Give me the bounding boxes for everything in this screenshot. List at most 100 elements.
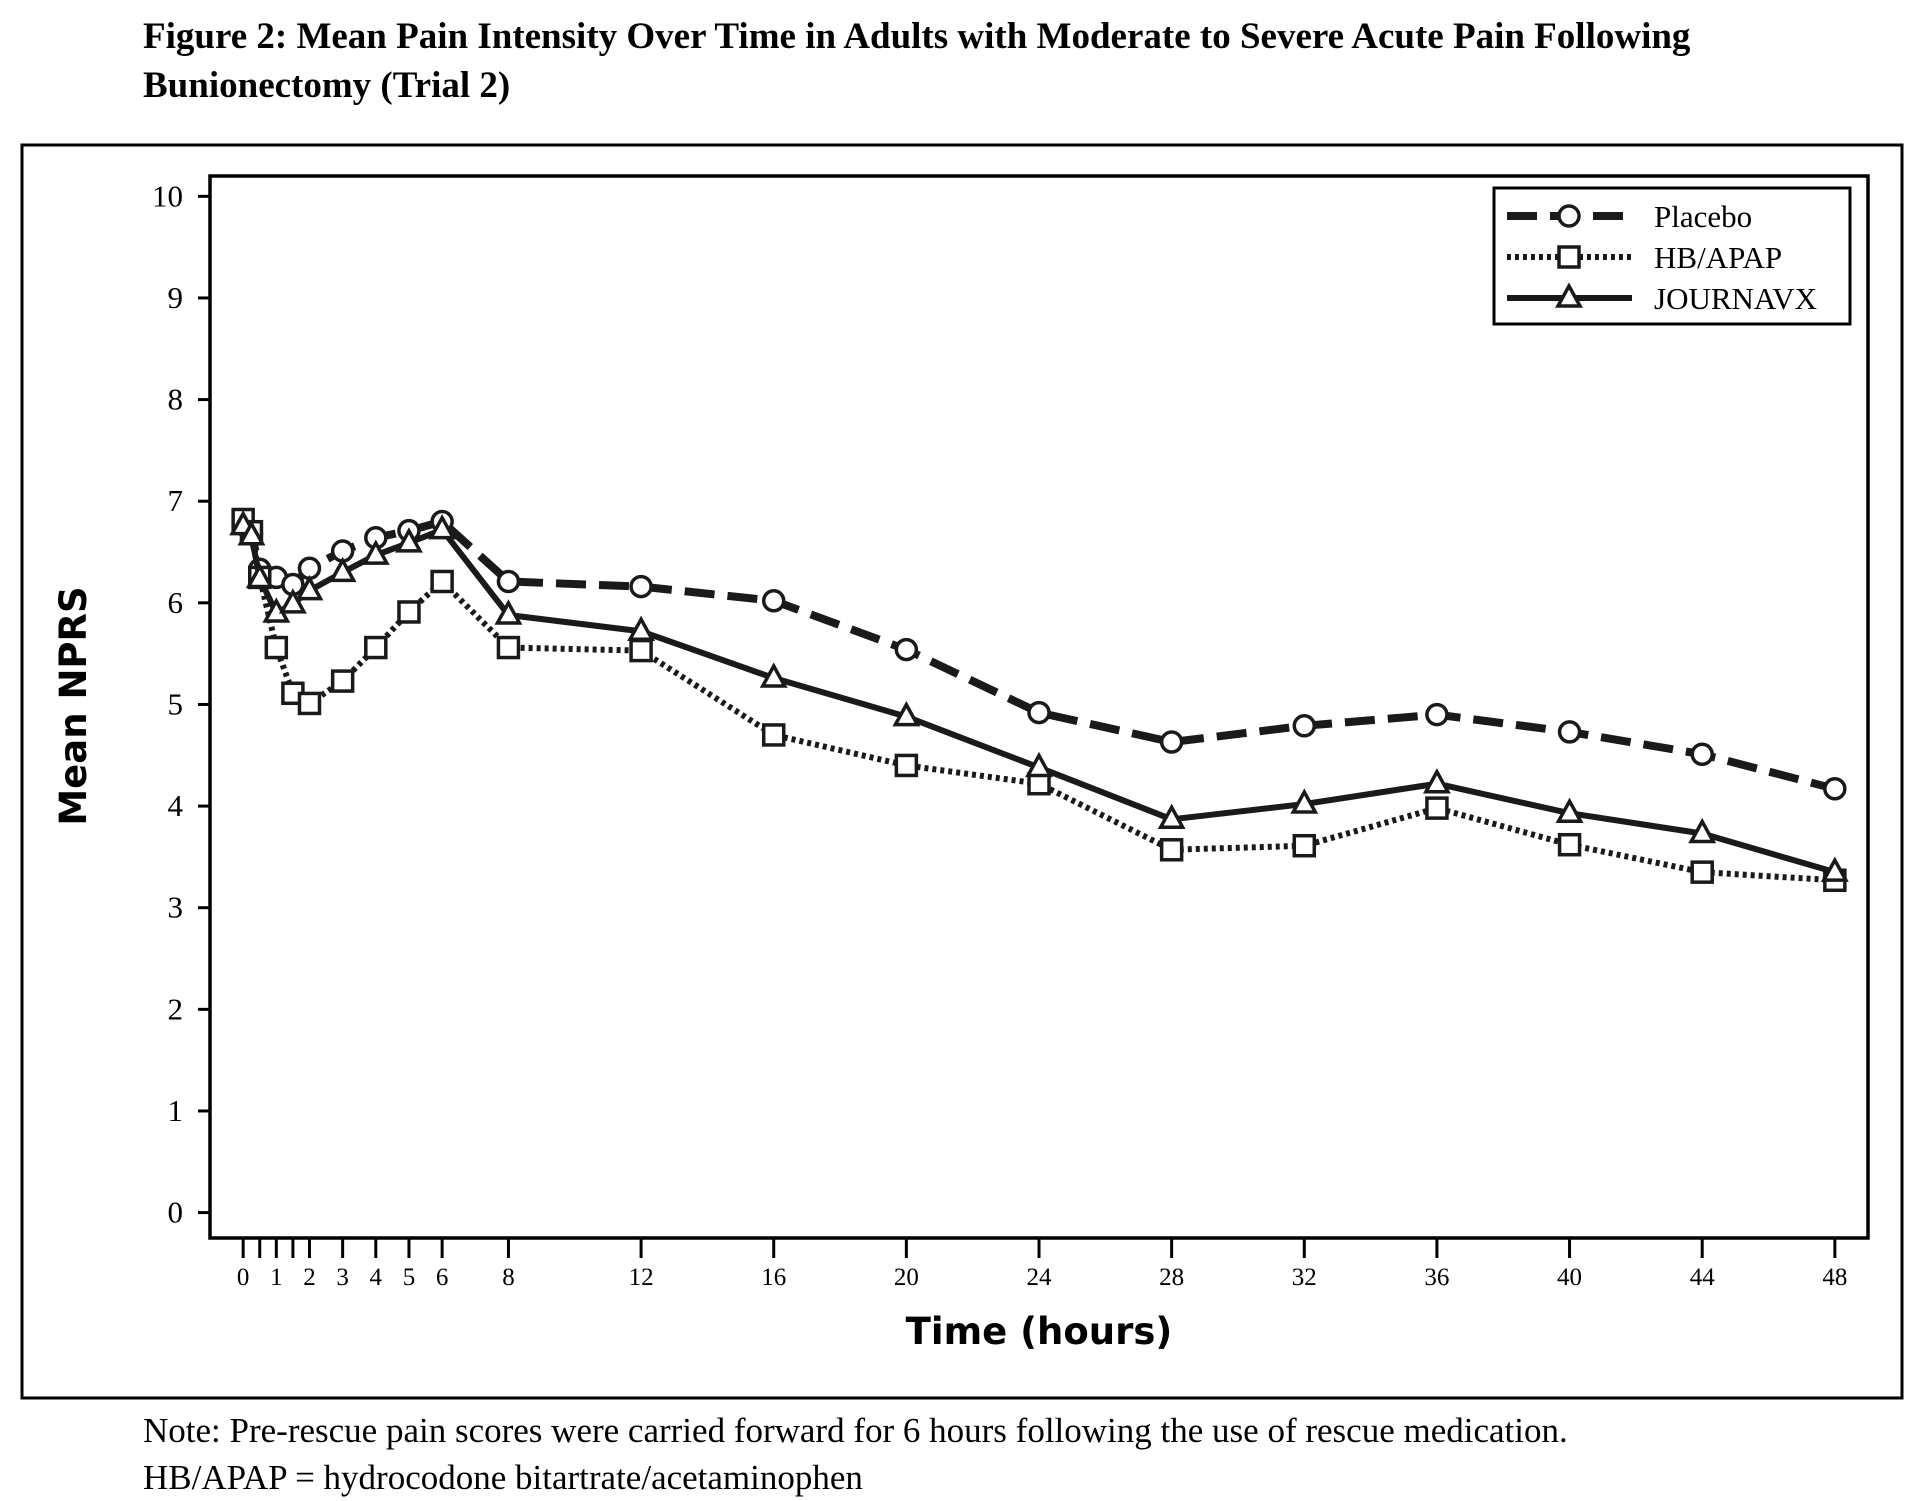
- legend-marker-placebo: [1557, 204, 1581, 228]
- note-line-2: HB/APAP = hydrocodone bitartrate/acetami…: [143, 1458, 863, 1497]
- data-point-placebo: [894, 637, 919, 662]
- y-tick-label: 10: [152, 178, 183, 213]
- legend-marker-journavx: [1555, 282, 1583, 308]
- data-point-hb-apap: [297, 691, 322, 716]
- series-hb-apap: [231, 507, 1847, 893]
- legend-entry-hb-apap: HB/APAP: [1507, 240, 1782, 275]
- data-point-hb-apap: [629, 638, 653, 663]
- y-tick-label: 3: [168, 890, 184, 925]
- figure-note: Note: Pre-rescue pain scores were carrie…: [143, 1407, 1863, 1501]
- data-point-journavx: [278, 588, 307, 614]
- legend-entry-placebo: Placebo: [1507, 199, 1752, 234]
- data-point-journavx: [1422, 768, 1451, 794]
- data-point-hb-apap: [496, 635, 521, 660]
- data-point-placebo: [629, 574, 653, 599]
- legend-label-journavx: JOURNAVX: [1654, 281, 1817, 316]
- x-tick-label: 5: [403, 1264, 416, 1291]
- data-point-hb-apap: [1557, 832, 1582, 857]
- x-tick-label: 1: [270, 1264, 283, 1291]
- data-point-journavx: [245, 562, 274, 589]
- data-point-placebo: [1557, 720, 1582, 744]
- y-tick-label: 1: [168, 1093, 184, 1128]
- legend-label-hb-apap: HB/APAP: [1654, 240, 1782, 275]
- x-tick-label: 3: [336, 1264, 349, 1291]
- legend-marker-hb-apap: [1557, 245, 1581, 269]
- x-axis-title: Time (hours): [906, 1310, 1173, 1353]
- data-point-placebo: [1292, 714, 1317, 738]
- x-tick-label: 4: [370, 1264, 383, 1291]
- data-point-journavx: [759, 662, 788, 688]
- data-point-journavx: [361, 539, 390, 565]
- data-point-hb-apap: [430, 569, 454, 594]
- y-axis: 0 1 2 3 4 5 6 7 8 9 10: [152, 178, 210, 1230]
- data-point-hb-apap: [1690, 860, 1714, 884]
- legend: Placebo HB/APAP JOURNAVX: [1492, 186, 1852, 326]
- y-tick-label: 2: [168, 991, 184, 1026]
- figure-frame: [20, 143, 1904, 1400]
- y-tick-label: 4: [168, 788, 184, 823]
- y-tick-label: 7: [168, 483, 184, 518]
- x-tick-label: 36: [1424, 1264, 1449, 1291]
- figure-title-line-1: Figure 2: Mean Pain Intensity Over Time …: [143, 16, 1691, 57]
- x-tick-label: 28: [1159, 1264, 1184, 1291]
- x-tick-label: 40: [1557, 1264, 1582, 1291]
- data-point-hb-apap: [761, 723, 786, 747]
- y-tick-label: 9: [168, 280, 184, 315]
- x-tick-label: 16: [761, 1264, 786, 1291]
- data-point-journavx: [1025, 751, 1053, 778]
- data-point-journavx: [395, 527, 423, 553]
- data-point-journavx: [1157, 803, 1186, 830]
- note-line-1: Note: Pre-rescue pain scores were carrie…: [143, 1411, 1568, 1450]
- x-tick-label: 0: [237, 1264, 250, 1291]
- x-tick-label: 2: [303, 1264, 316, 1291]
- data-point-hb-apap: [1425, 796, 1449, 820]
- series-layer: [229, 507, 1849, 893]
- data-point-hb-apap: [364, 635, 388, 660]
- data-point-journavx: [237, 520, 266, 546]
- data-point-hb-apap: [894, 753, 919, 778]
- y-tick-label: 8: [168, 382, 184, 417]
- data-point-placebo: [761, 589, 786, 613]
- data-point-placebo: [1690, 742, 1714, 767]
- data-point-placebo: [496, 569, 521, 594]
- data-point-journavx: [627, 615, 656, 642]
- data-point-journavx: [1688, 817, 1717, 844]
- series-line-hb-apap: [240, 517, 1836, 884]
- x-tick-label: 6: [436, 1264, 449, 1291]
- data-point-journavx: [494, 599, 523, 625]
- series-line-placebo: [240, 517, 1836, 793]
- legend-label-placebo: Placebo: [1654, 199, 1752, 234]
- x-tick-label: 32: [1292, 1264, 1317, 1291]
- data-point-hb-apap: [397, 600, 421, 624]
- series-journavx: [229, 509, 1849, 882]
- data-point-journavx: [428, 514, 457, 540]
- x-tick-label: 8: [502, 1264, 515, 1291]
- data-point-journavx: [328, 556, 357, 583]
- figure-title-line-2: Bunionectomy (Trial 2): [143, 65, 511, 106]
- y-tick-label: 5: [168, 686, 184, 721]
- y-tick-label: 0: [168, 1195, 184, 1230]
- data-point-journavx: [1820, 856, 1849, 882]
- data-point-hb-apap: [264, 635, 289, 660]
- data-point-journavx: [1555, 797, 1584, 823]
- data-point-placebo: [1027, 700, 1051, 725]
- data-point-placebo: [1425, 702, 1449, 727]
- data-point-journavx: [892, 701, 921, 727]
- data-point-hb-apap: [1292, 833, 1317, 858]
- x-tick-label: 48: [1822, 1264, 1847, 1291]
- y-axis-title: Mean NPRS: [52, 586, 95, 825]
- data-point-placebo: [1159, 730, 1184, 754]
- x-tick-label: 12: [629, 1264, 654, 1291]
- data-point-journavx: [1290, 788, 1319, 814]
- data-point-hb-apap: [1159, 838, 1184, 862]
- x-tick-label: 24: [1027, 1264, 1053, 1291]
- data-point-placebo: [1823, 777, 1847, 801]
- legend-entry-journavx: JOURNAVX: [1507, 281, 1817, 316]
- legend-frame: [1492, 186, 1852, 326]
- x-tick-label: 44: [1690, 1264, 1716, 1291]
- y-tick-label: 6: [168, 585, 184, 620]
- x-tick-label: 20: [894, 1264, 919, 1291]
- data-point-journavx: [295, 575, 324, 601]
- series-line-journavx: [240, 523, 1836, 876]
